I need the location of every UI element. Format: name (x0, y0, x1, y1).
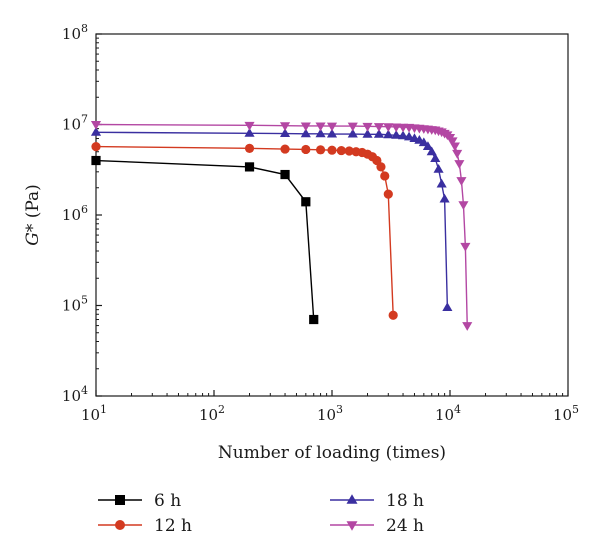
data-point (452, 149, 463, 159)
data-point (91, 141, 101, 152)
legend-label: 6 h (154, 491, 181, 511)
x-tick-label: 102 (199, 403, 225, 424)
series-line (95, 145, 394, 316)
data-point (447, 137, 458, 147)
data-point (301, 197, 311, 207)
y-tick-label: 105 (62, 294, 88, 315)
data-point (244, 143, 255, 153)
y-tick-label: 107 (62, 113, 88, 134)
data-point (91, 155, 101, 166)
data-point (462, 322, 473, 331)
data-point (300, 122, 311, 132)
data-point (362, 128, 373, 138)
data-point (301, 144, 311, 155)
legend: 6 h 12 h 18 h 24 h (98, 491, 424, 536)
series-0 (91, 155, 319, 325)
series-2 (90, 127, 453, 311)
data-point (244, 121, 255, 131)
y-axis-label: G* (Pa) (23, 184, 43, 246)
data-point (362, 122, 373, 132)
data-point (439, 193, 450, 203)
data-point (388, 310, 398, 320)
data-point (373, 123, 385, 132)
data-point (383, 189, 393, 199)
data-point (90, 127, 102, 136)
data-point (326, 122, 338, 132)
data-point (279, 122, 291, 131)
series-1 (91, 141, 398, 320)
axes: 101 102 103 104 105 104 105 106 107 108 Number of … (23, 22, 579, 463)
legend-marker (115, 520, 125, 530)
data-point (315, 122, 326, 132)
data-point (315, 145, 326, 155)
data-point (326, 128, 338, 138)
data-point (418, 137, 429, 147)
data-point (391, 123, 402, 133)
data-point (244, 127, 255, 137)
data-point (436, 178, 447, 188)
data-point (426, 146, 437, 156)
series-layer (90, 121, 473, 331)
data-point (279, 128, 291, 137)
data-point (373, 128, 385, 138)
data-point (336, 145, 346, 156)
legend-marker (115, 495, 125, 505)
series-line (95, 159, 315, 320)
data-point (376, 162, 386, 172)
data-point (442, 302, 453, 311)
data-point (383, 123, 394, 133)
plot-frame (95, 33, 569, 397)
data-point (90, 121, 102, 130)
data-point (309, 314, 319, 325)
legend-item: 24 h (330, 516, 424, 536)
data-point (397, 130, 409, 140)
legend-marker (346, 494, 358, 504)
data-point (347, 128, 358, 138)
data-point (458, 201, 469, 210)
data-point (383, 129, 394, 139)
data-point (344, 146, 354, 156)
x-tick-label: 104 (435, 403, 461, 424)
data-point (422, 141, 433, 151)
data-point (391, 129, 402, 139)
data-point (404, 131, 415, 141)
legend-item: 6 h (98, 491, 181, 511)
x-tick-label: 103 (317, 403, 343, 424)
data-point (347, 122, 358, 132)
series-line (95, 123, 468, 326)
data-point (244, 162, 255, 172)
legend-item: 18 h (330, 491, 424, 511)
data-point (327, 145, 337, 155)
series-line (95, 131, 449, 308)
data-point (280, 144, 290, 154)
data-point (380, 171, 390, 181)
y-tick-label: 104 (62, 384, 88, 405)
legend-item: 12 h (98, 516, 192, 536)
x-tick-label: 101 (81, 403, 107, 424)
legend-label: 12 h (154, 516, 192, 536)
data-point (433, 163, 444, 173)
x-axis-label: Number of loading (times) (218, 443, 446, 463)
data-point (456, 177, 467, 186)
data-point (300, 128, 311, 138)
legend-label: 24 h (386, 516, 424, 536)
legend-marker (346, 521, 358, 531)
series-3 (90, 121, 473, 331)
data-point (430, 153, 441, 163)
data-point (454, 160, 465, 169)
legend-label: 18 h (386, 491, 424, 511)
data-point (449, 142, 460, 152)
y-tick-label: 108 (62, 22, 88, 43)
x-tick-label: 105 (553, 403, 579, 424)
data-point (315, 128, 326, 138)
y-tick-label: 106 (62, 203, 88, 224)
data-point (460, 242, 471, 252)
data-point (280, 169, 290, 180)
